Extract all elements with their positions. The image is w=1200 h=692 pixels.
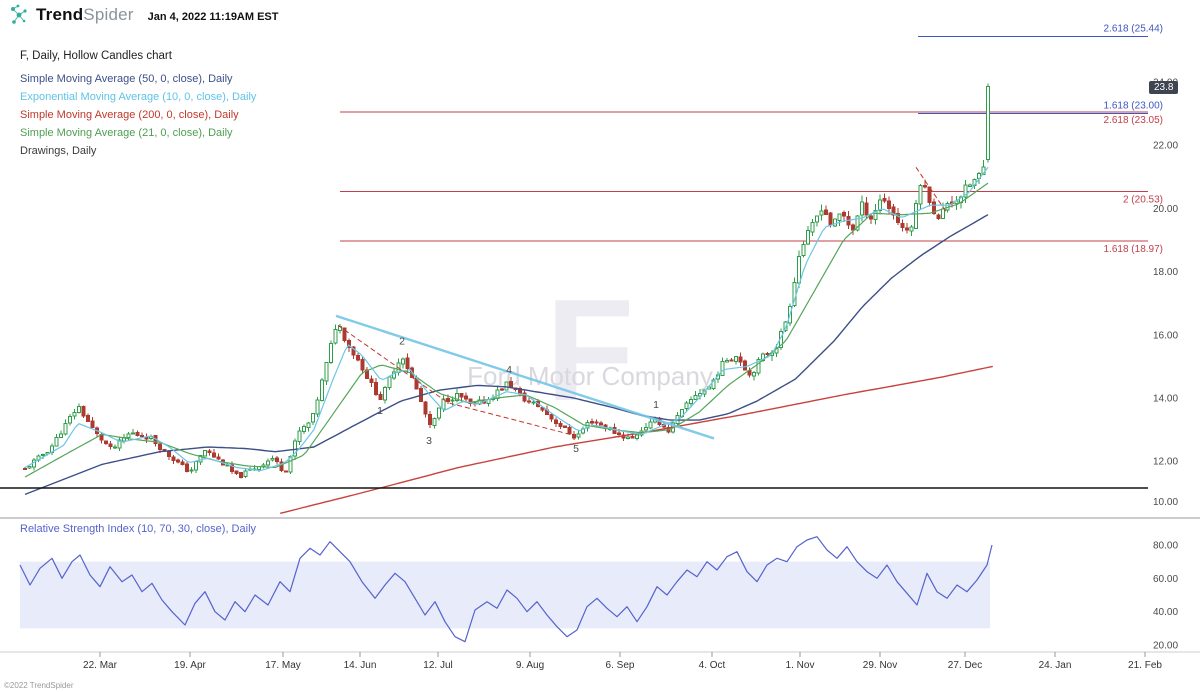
svg-text:3: 3 <box>426 435 432 447</box>
svg-text:4. Oct: 4. Oct <box>699 660 726 671</box>
svg-text:17. May: 17. May <box>265 660 301 671</box>
svg-text:27. Dec: 27. Dec <box>948 660 982 671</box>
brand-spider: Spider <box>83 5 134 24</box>
svg-text:12.00: 12.00 <box>1153 457 1178 468</box>
brand-logo[interactable]: TrendSpider <box>36 5 134 25</box>
panel-separators <box>0 517 1200 653</box>
chart-title[interactable]: F, Daily, Hollow Candles chart <box>20 50 172 62</box>
svg-text:29. Nov: 29. Nov <box>863 660 897 671</box>
wave-labels: 1 2 3 4 5 1 <box>377 336 659 456</box>
svg-text:1.618 (18.97): 1.618 (18.97) <box>1104 244 1164 255</box>
indicator-line-ema10[interactable] <box>24 166 989 472</box>
svg-text:1: 1 <box>377 405 383 417</box>
svg-text:2.618 (23.05): 2.618 (23.05) <box>1104 115 1164 126</box>
header: TrendSpider Jan 4, 2022 11:19AM EST <box>0 0 279 30</box>
svg-text:19. Apr: 19. Apr <box>174 660 206 671</box>
svg-text:20.00: 20.00 <box>1153 204 1178 215</box>
candles <box>23 83 990 479</box>
legend-sma-50[interactable]: Simple Moving Average (50, 0, close), Da… <box>20 73 233 85</box>
svg-text:2 (20.53): 2 (20.53) <box>1123 195 1163 206</box>
brand-trend: Trend <box>36 5 84 24</box>
last-price-badge: 23.8 <box>1149 81 1179 94</box>
fib-labels: 2.618 (25.44) 1.618 (23.00) 2.618 (23.05) 2… <box>1104 24 1164 255</box>
svg-text:80.00: 80.00 <box>1153 541 1178 552</box>
svg-text:22.00: 22.00 <box>1153 141 1178 152</box>
indicator-legend: Simple Moving Average (50, 0, close), Da… <box>20 70 256 160</box>
svg-text:1: 1 <box>653 399 659 411</box>
time-axis[interactable]: 22. Mar 19. Apr 17. May 14. Jun 12. Jul 9. Au… <box>83 652 1162 671</box>
legend-ema-10[interactable]: Exponential Moving Average (10, 0, close… <box>20 91 257 103</box>
svg-text:60.00: 60.00 <box>1153 574 1178 585</box>
legend-sma-200[interactable]: Simple Moving Average (200, 0, close), D… <box>20 109 239 121</box>
fib-extension-lines[interactable] <box>340 35 1148 242</box>
indicator-line-sma21[interactable] <box>24 182 989 478</box>
indicator-line-sma50[interactable] <box>24 214 989 496</box>
svg-text:21. Feb: 21. Feb <box>1128 660 1162 671</box>
svg-text:10.00: 10.00 <box>1153 497 1178 508</box>
svg-text:1.618 (23.00): 1.618 (23.00) <box>1104 101 1164 112</box>
svg-text:14.00: 14.00 <box>1153 394 1178 405</box>
svg-text:18.00: 18.00 <box>1153 267 1178 278</box>
svg-text:2.618 (25.44): 2.618 (25.44) <box>1104 24 1164 35</box>
svg-text:6. Sep: 6. Sep <box>606 660 635 671</box>
chart-timestamp: Jan 4, 2022 11:19AM EST <box>147 10 279 23</box>
svg-text:9. Aug: 9. Aug <box>516 660 544 671</box>
svg-text:22. Mar: 22. Mar <box>83 660 118 671</box>
svg-text:12. Jul: 12. Jul <box>423 660 452 671</box>
rsi-line[interactable] <box>19 536 993 643</box>
svg-text:24. Jan: 24. Jan <box>1039 660 1072 671</box>
svg-text:40.00: 40.00 <box>1153 607 1178 618</box>
svg-text:20.00: 20.00 <box>1153 641 1178 652</box>
svg-text:16.00: 16.00 <box>1153 330 1178 341</box>
svg-text:1. Nov: 1. Nov <box>786 660 815 671</box>
rsi-legend[interactable]: Relative Strength Index (10, 70, 30, clo… <box>20 523 257 535</box>
rsi-band <box>20 561 990 629</box>
price-axis[interactable]: 24.0022.0020.0018.0016.0014.0012.0010.00… <box>1153 78 1178 652</box>
svg-text:2: 2 <box>399 336 405 348</box>
trendspider-logo-icon[interactable] <box>8 3 30 27</box>
drawings[interactable] <box>0 167 1148 489</box>
svg-text:14. Jun: 14. Jun <box>344 660 377 671</box>
legend-sma-21[interactable]: Simple Moving Average (21, 0, close), Da… <box>20 127 233 139</box>
svg-text:F: F <box>546 269 635 431</box>
svg-text:4: 4 <box>506 364 512 376</box>
copyright: ©2022 TrendSpider <box>4 681 74 690</box>
legend-drawings[interactable]: Drawings, Daily <box>20 145 97 157</box>
svg-text:5: 5 <box>573 443 579 455</box>
